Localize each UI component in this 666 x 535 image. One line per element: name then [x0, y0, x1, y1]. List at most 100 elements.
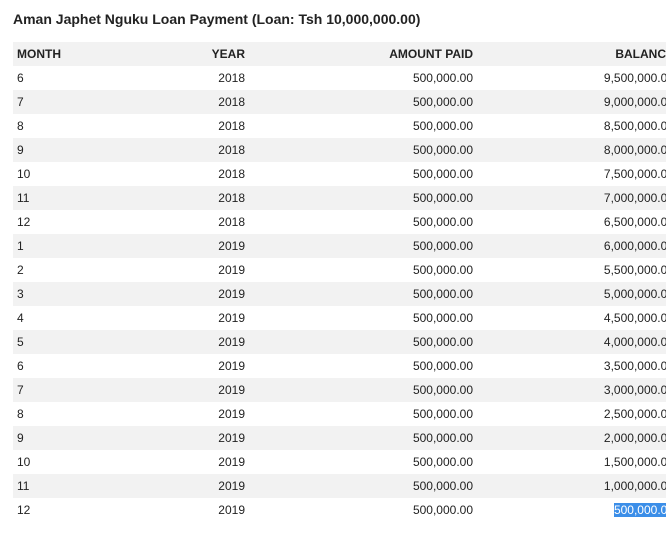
cell-amount-paid: 500,000.00 — [249, 378, 477, 402]
cell-month: 2 — [13, 258, 113, 282]
cell-month: 11 — [13, 474, 113, 498]
cell-balance: 3,000,000.00 — [477, 378, 666, 402]
cell-amount-paid: 500,000.00 — [249, 354, 477, 378]
column-header-balance: BALANCE — [477, 42, 666, 66]
cell-month: 12 — [13, 498, 113, 522]
cell-month: 11 — [13, 186, 113, 210]
cell-month: 8 — [13, 114, 113, 138]
cell-balance: 4,500,000.00 — [477, 306, 666, 330]
cell-year: 2018 — [113, 210, 249, 234]
cell-balance: 1,000,000.00 — [477, 474, 666, 498]
cell-year: 2018 — [113, 138, 249, 162]
selected-balance-text[interactable]: 500,000.00 — [613, 503, 666, 517]
cell-year: 2019 — [113, 258, 249, 282]
cell-month: 8 — [13, 402, 113, 426]
cell-year: 2019 — [113, 402, 249, 426]
cell-balance: 4,000,000.00 — [477, 330, 666, 354]
cell-balance: 2,500,000.00 — [477, 402, 666, 426]
cell-year: 2018 — [113, 114, 249, 138]
column-header-month: MONTH — [13, 42, 113, 66]
cell-amount-paid: 500,000.00 — [249, 498, 477, 522]
column-header-year: YEAR — [113, 42, 249, 66]
cell-year: 2019 — [113, 330, 249, 354]
cell-balance: 8,500,000.00 — [477, 114, 666, 138]
page-title: Aman Japhet Nguku Loan Payment (Loan: Ts… — [13, 11, 421, 27]
cell-month: 3 — [13, 282, 113, 306]
cell-amount-paid: 500,000.00 — [249, 426, 477, 450]
cell-balance: 7,500,000.00 — [477, 162, 666, 186]
cell-year: 2018 — [113, 186, 249, 210]
cell-year: 2019 — [113, 282, 249, 306]
cell-amount-paid: 500,000.00 — [249, 306, 477, 330]
table-header-row: MONTH YEAR AMOUNT PAID BALANCE — [13, 42, 666, 66]
cell-month: 10 — [13, 450, 113, 474]
cell-year: 2019 — [113, 378, 249, 402]
cell-month: 6 — [13, 66, 113, 90]
cell-month: 10 — [13, 162, 113, 186]
cell-year: 2018 — [113, 66, 249, 90]
cell-balance: 3,500,000.00 — [477, 354, 666, 378]
cell-balance: 6,000,000.00 — [477, 234, 666, 258]
cell-amount-paid: 500,000.00 — [249, 210, 477, 234]
cell-year: 2018 — [113, 162, 249, 186]
cell-balance: 9,000,000.00 — [477, 90, 666, 114]
cell-balance: 6,500,000.00 — [477, 210, 666, 234]
cell-balance: 7,000,000.00 — [477, 186, 666, 210]
cell-month: 7 — [13, 90, 113, 114]
cell-balance: 5,000,000.00 — [477, 282, 666, 306]
cell-amount-paid: 500,000.00 — [249, 450, 477, 474]
cell-balance: 9,500,000.00 — [477, 66, 666, 90]
cell-month: 1 — [13, 234, 113, 258]
cell-amount-paid: 500,000.00 — [249, 114, 477, 138]
cell-year: 2019 — [113, 306, 249, 330]
cell-month: 6 — [13, 354, 113, 378]
cell-amount-paid: 500,000.00 — [249, 474, 477, 498]
cell-month: 7 — [13, 378, 113, 402]
cell-amount-paid: 500,000.00 — [249, 186, 477, 210]
table-body: 62018500,000.009,500,000.0072018500,000.… — [13, 66, 666, 522]
cell-year: 2019 — [113, 426, 249, 450]
cell-month: 9 — [13, 138, 113, 162]
cell-balance: 500,000.00 — [477, 498, 666, 522]
cell-amount-paid: 500,000.00 — [249, 66, 477, 90]
cell-year: 2019 — [113, 450, 249, 474]
column-header-amount-paid: AMOUNT PAID — [249, 42, 477, 66]
cell-year: 2019 — [113, 354, 249, 378]
cell-amount-paid: 500,000.00 — [249, 138, 477, 162]
cell-year: 2019 — [113, 474, 249, 498]
cell-amount-paid: 500,000.00 — [249, 258, 477, 282]
cell-amount-paid: 500,000.00 — [249, 402, 477, 426]
cell-amount-paid: 500,000.00 — [249, 282, 477, 306]
cell-amount-paid: 500,000.00 — [249, 330, 477, 354]
cell-month: 9 — [13, 426, 113, 450]
cell-balance: 8,000,000.00 — [477, 138, 666, 162]
cell-amount-paid: 500,000.00 — [249, 234, 477, 258]
cell-amount-paid: 500,000.00 — [249, 162, 477, 186]
cell-year: 2019 — [113, 234, 249, 258]
cell-amount-paid: 500,000.00 — [249, 90, 477, 114]
cell-balance: 5,500,000.00 — [477, 258, 666, 282]
cell-month: 12 — [13, 210, 113, 234]
loan-payment-table: MONTH YEAR AMOUNT PAID BALANCE 62018500,… — [13, 42, 666, 522]
cell-month: 5 — [13, 330, 113, 354]
